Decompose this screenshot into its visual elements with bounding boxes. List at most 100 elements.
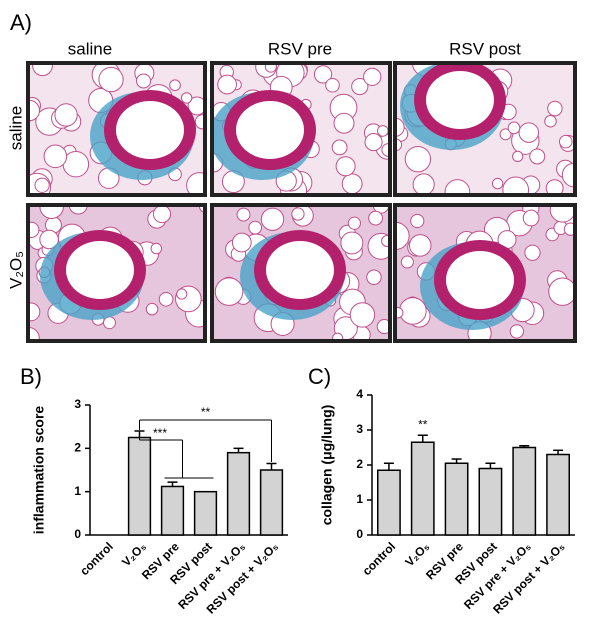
- frame: [210, 61, 392, 197]
- significance: **: [201, 405, 211, 419]
- alveolus: [39, 229, 59, 250]
- y-tick-label: 2: [74, 441, 81, 455]
- alveolus: [509, 324, 525, 339]
- micrograph: [210, 61, 392, 197]
- tissue: [395, 205, 575, 341]
- y-axis-label: collagen (μg/lung): [319, 405, 335, 526]
- panel-label: A): [10, 10, 32, 35]
- tissue: [212, 205, 390, 341]
- x-tick-label: V₂O₅: [119, 539, 149, 569]
- bar: [444, 462, 469, 536]
- alveolus: [410, 213, 425, 229]
- alveolus: [248, 220, 263, 235]
- column-label: saline: [68, 39, 112, 58]
- alveolus: [522, 209, 540, 227]
- tissue: [395, 63, 575, 195]
- alveolus: [169, 79, 181, 92]
- row-label: V₂O₅: [6, 251, 25, 289]
- y-tick-label: 1: [74, 484, 81, 498]
- bar: [127, 436, 152, 536]
- alveolus: [152, 205, 172, 224]
- y-axis-label: inflammation score: [31, 406, 47, 535]
- alveolus: [145, 302, 159, 316]
- alveolus: [291, 207, 305, 221]
- alveolus: [187, 96, 205, 116]
- alveolus: [545, 179, 564, 195]
- airway-lumen: [446, 251, 514, 309]
- airway-lumen: [236, 101, 304, 159]
- alveolus: [563, 222, 575, 236]
- row-label: saline: [6, 106, 25, 150]
- alveolus: [335, 156, 356, 177]
- micrograph: [26, 203, 207, 343]
- alveolus: [325, 77, 340, 93]
- micrograph: [393, 61, 577, 197]
- alveolus: [381, 234, 390, 248]
- alveolus: [136, 73, 152, 89]
- alveolus: [399, 297, 427, 325]
- bar: [512, 446, 537, 536]
- alveolus: [313, 65, 333, 84]
- alveolus: [364, 133, 383, 152]
- alveolus: [54, 103, 78, 127]
- alveolus: [368, 210, 383, 226]
- alveolus: [43, 144, 68, 169]
- alveolus: [444, 179, 471, 195]
- alveolus: [366, 269, 382, 285]
- bar: [478, 467, 503, 536]
- y-tick-label: 4: [356, 387, 363, 401]
- alveolus: [400, 255, 414, 269]
- bar: [226, 451, 251, 536]
- frame: [26, 61, 207, 197]
- alveolus: [176, 288, 188, 300]
- alveolus: [559, 134, 573, 149]
- frame: [393, 203, 577, 343]
- bar: [160, 485, 185, 536]
- bar: [546, 453, 570, 536]
- panel-label: B): [20, 364, 42, 389]
- alveolus: [502, 176, 530, 195]
- alveolus: [376, 125, 389, 137]
- alveolus: [518, 122, 540, 143]
- alveolus: [412, 173, 435, 195]
- alveolus: [340, 231, 364, 255]
- y-tick-label: 1: [356, 492, 363, 506]
- tissue: [212, 63, 390, 195]
- micrograph: [26, 61, 207, 197]
- alveolus: [158, 291, 174, 307]
- frame: [393, 61, 577, 197]
- alveolus: [404, 146, 432, 173]
- airway-lumen: [426, 71, 494, 129]
- alveolus: [28, 302, 41, 322]
- column-label: RSV pre: [268, 39, 332, 58]
- frame: [26, 203, 207, 343]
- tissue: [28, 63, 205, 195]
- x-tick-label: control: [77, 539, 116, 578]
- alveolus: [341, 173, 363, 195]
- airway-lumen: [266, 241, 334, 299]
- x-tick-label: V₂O₅: [402, 539, 432, 569]
- bar: [377, 469, 401, 536]
- alveolus: [549, 205, 575, 223]
- alveolus: [524, 244, 541, 261]
- y-tick-label: 2: [356, 457, 363, 471]
- alveolus: [529, 148, 546, 165]
- alveolus: [28, 221, 40, 238]
- alveolus: [349, 302, 376, 328]
- alveolus: [214, 277, 244, 306]
- y-tick-label: 0: [356, 527, 363, 541]
- alveolus: [217, 74, 238, 95]
- panel-label: C): [308, 364, 331, 389]
- alveolus: [347, 216, 361, 230]
- alveolus: [547, 100, 563, 117]
- alveolus: [103, 316, 116, 330]
- alveolus: [507, 121, 521, 135]
- airway-lumen: [116, 101, 184, 159]
- column-label: RSV post: [449, 39, 521, 58]
- alveolus: [363, 67, 382, 86]
- alveolus: [491, 177, 504, 190]
- alveolus: [194, 114, 205, 130]
- alveolus: [512, 150, 524, 162]
- alveolus: [98, 66, 124, 93]
